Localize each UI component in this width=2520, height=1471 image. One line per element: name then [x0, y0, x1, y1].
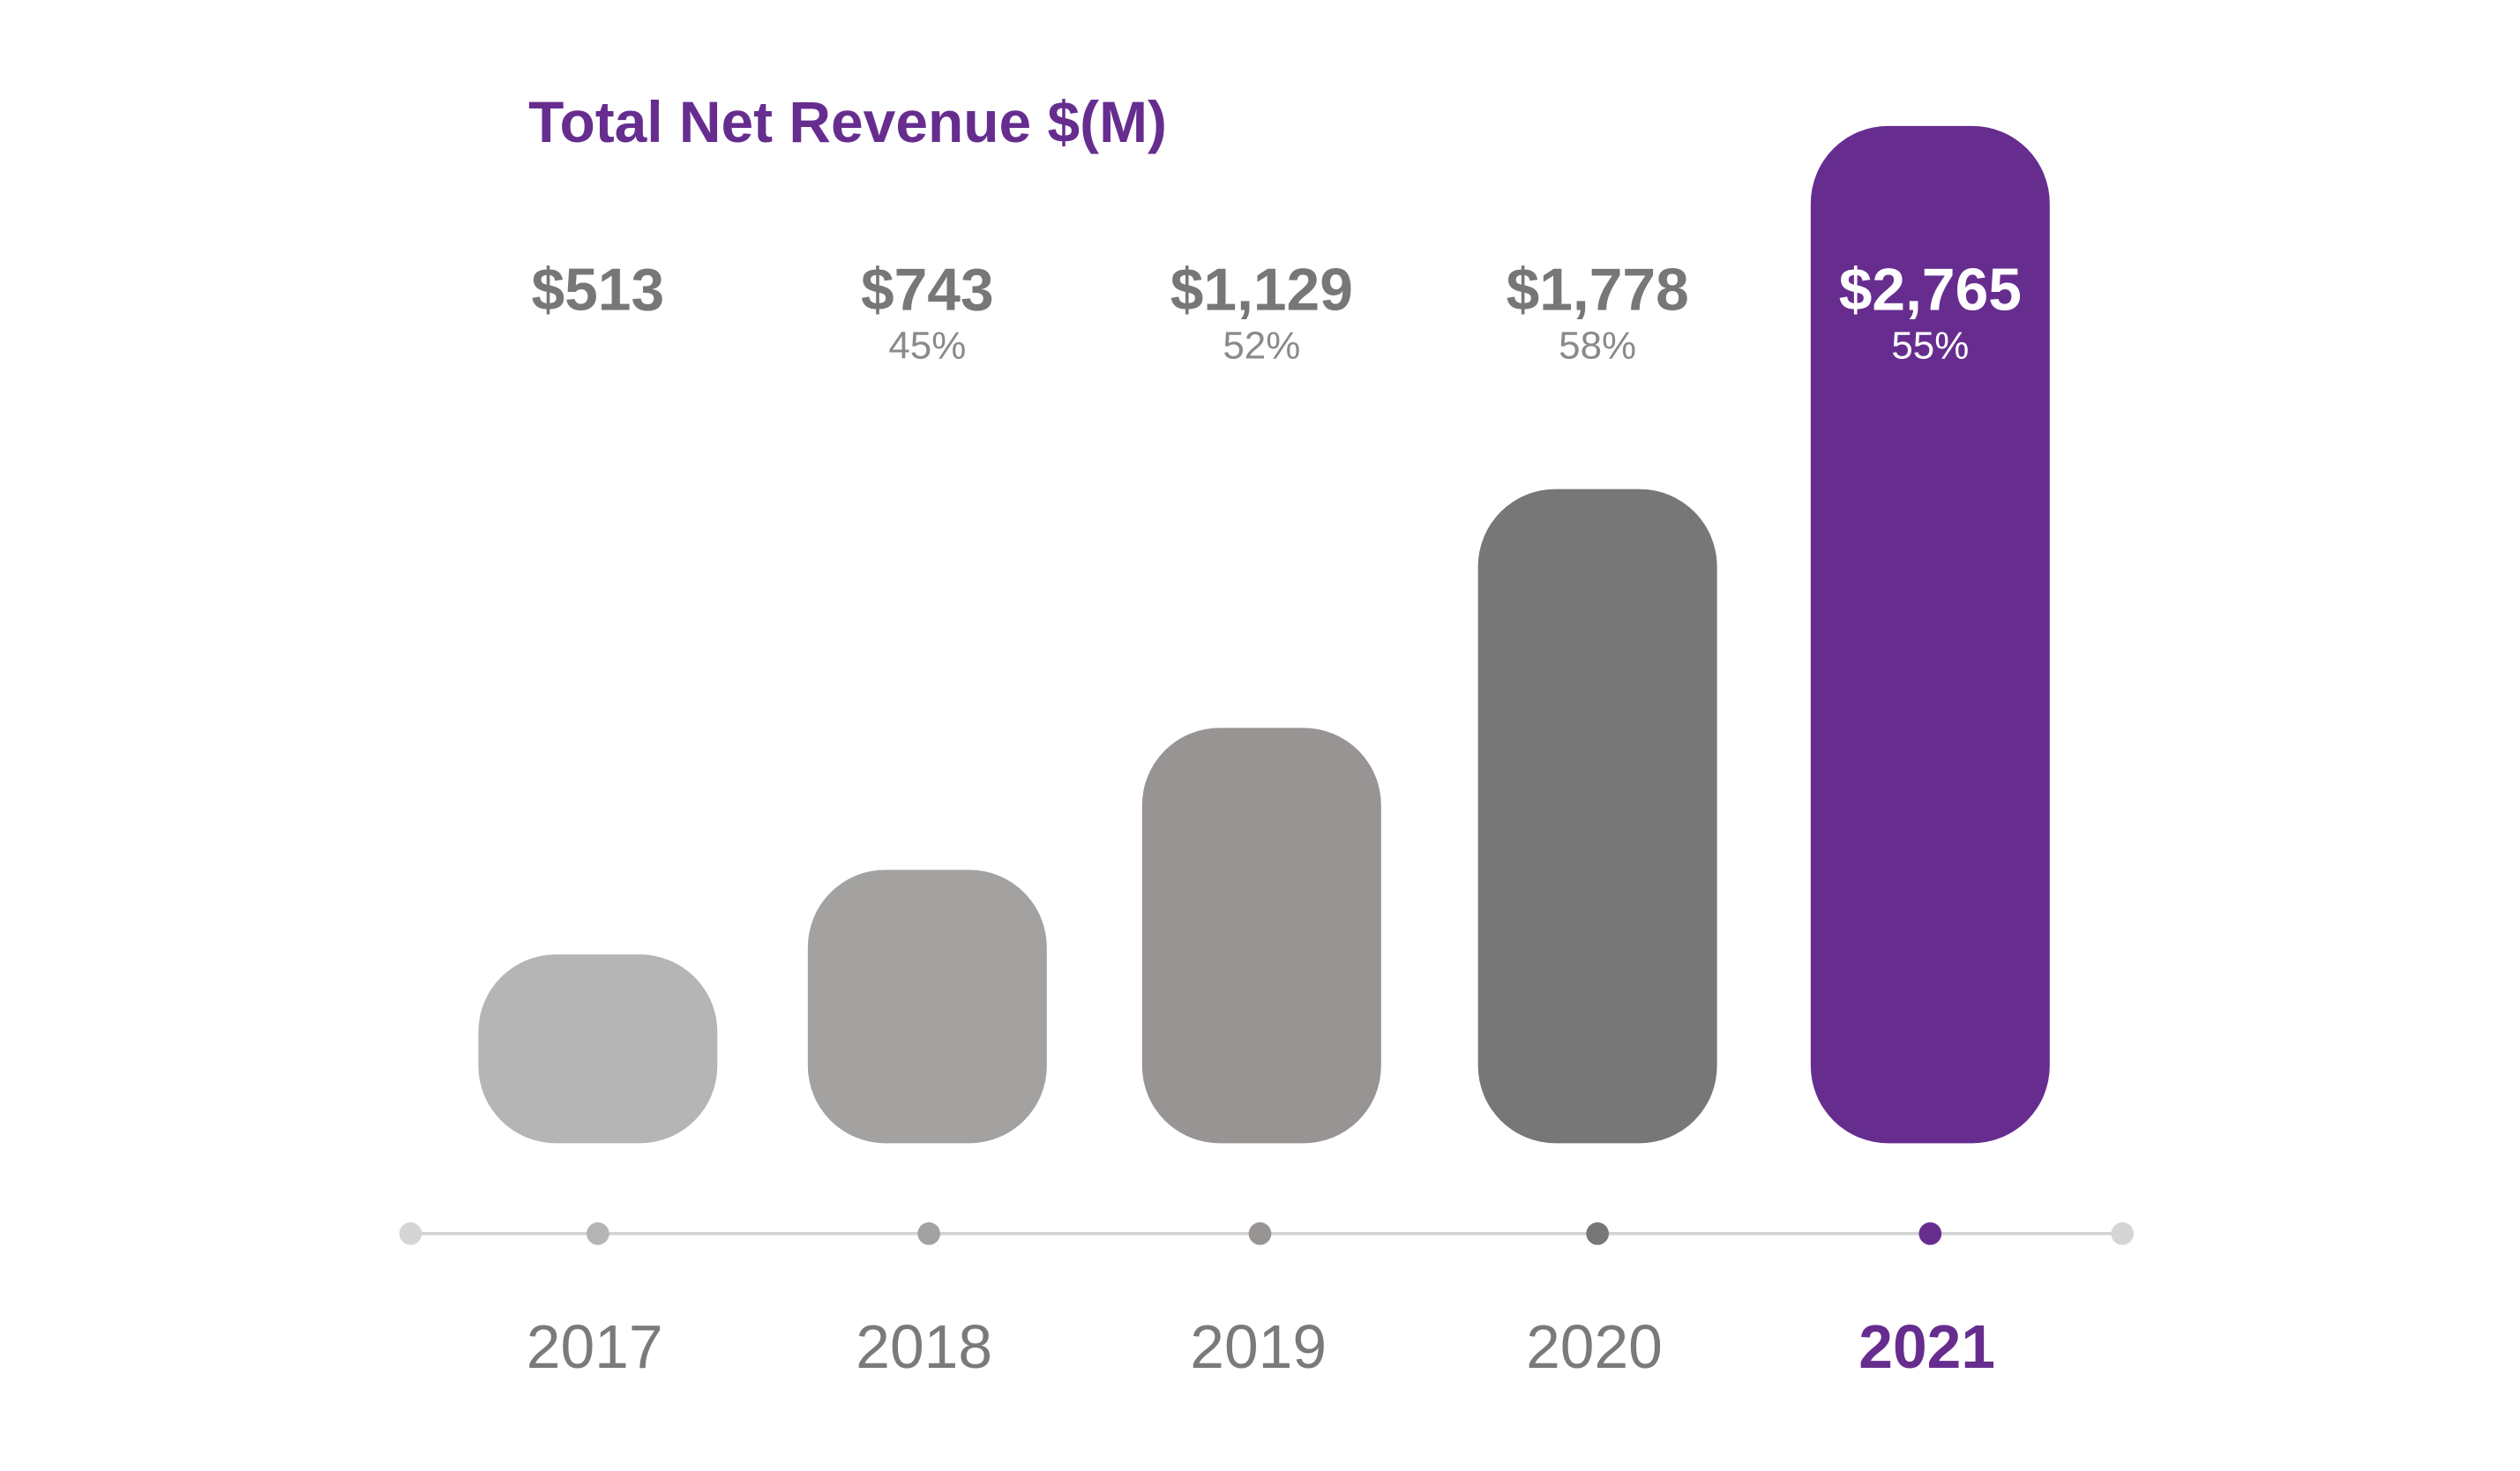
bar-2020 — [1477, 489, 1717, 1144]
value-label-2021: $2,765 — [1839, 258, 2022, 324]
timeline-marks: 2017 2018 2019 2020 2021 — [527, 1222, 1995, 1381]
timeline-dot-2017 — [586, 1222, 609, 1245]
x-tick-label-2018: 2018 — [856, 1312, 992, 1381]
timeline-end-dot — [2111, 1222, 2135, 1245]
x-tick-label-2019: 2019 — [1190, 1312, 1327, 1381]
value-label-2019: $1,129 — [1170, 258, 1353, 324]
value-label-2020: $1,778 — [1507, 258, 1689, 324]
growth-label-2019: 52% — [1223, 324, 1300, 367]
value-label-2018: $743 — [861, 258, 994, 324]
value-label-2017: $513 — [531, 258, 664, 324]
timeline-dot-2020 — [1586, 1222, 1609, 1245]
growth-label-2018: 45% — [888, 324, 966, 367]
x-tick-label-2020: 2020 — [1526, 1312, 1663, 1381]
chart-title: Total Net Revenue $(M) — [528, 89, 1167, 154]
x-tick-label-2021: 2021 — [1858, 1312, 1995, 1381]
growth-label-2021: 55% — [1891, 324, 1969, 367]
timeline-dot-2019 — [1248, 1222, 1272, 1245]
timeline-start-dot — [399, 1222, 422, 1245]
growth-label-2020: 58% — [1559, 324, 1636, 367]
bar-2017 — [478, 954, 718, 1144]
timeline-dot-2018 — [917, 1222, 940, 1245]
bar-2019 — [1141, 728, 1381, 1144]
timeline-dot-2021 — [1918, 1222, 1942, 1245]
bar-2021 — [1810, 125, 2050, 1144]
bar-2018 — [807, 870, 1047, 1144]
x-tick-label-2017: 2017 — [527, 1312, 663, 1381]
